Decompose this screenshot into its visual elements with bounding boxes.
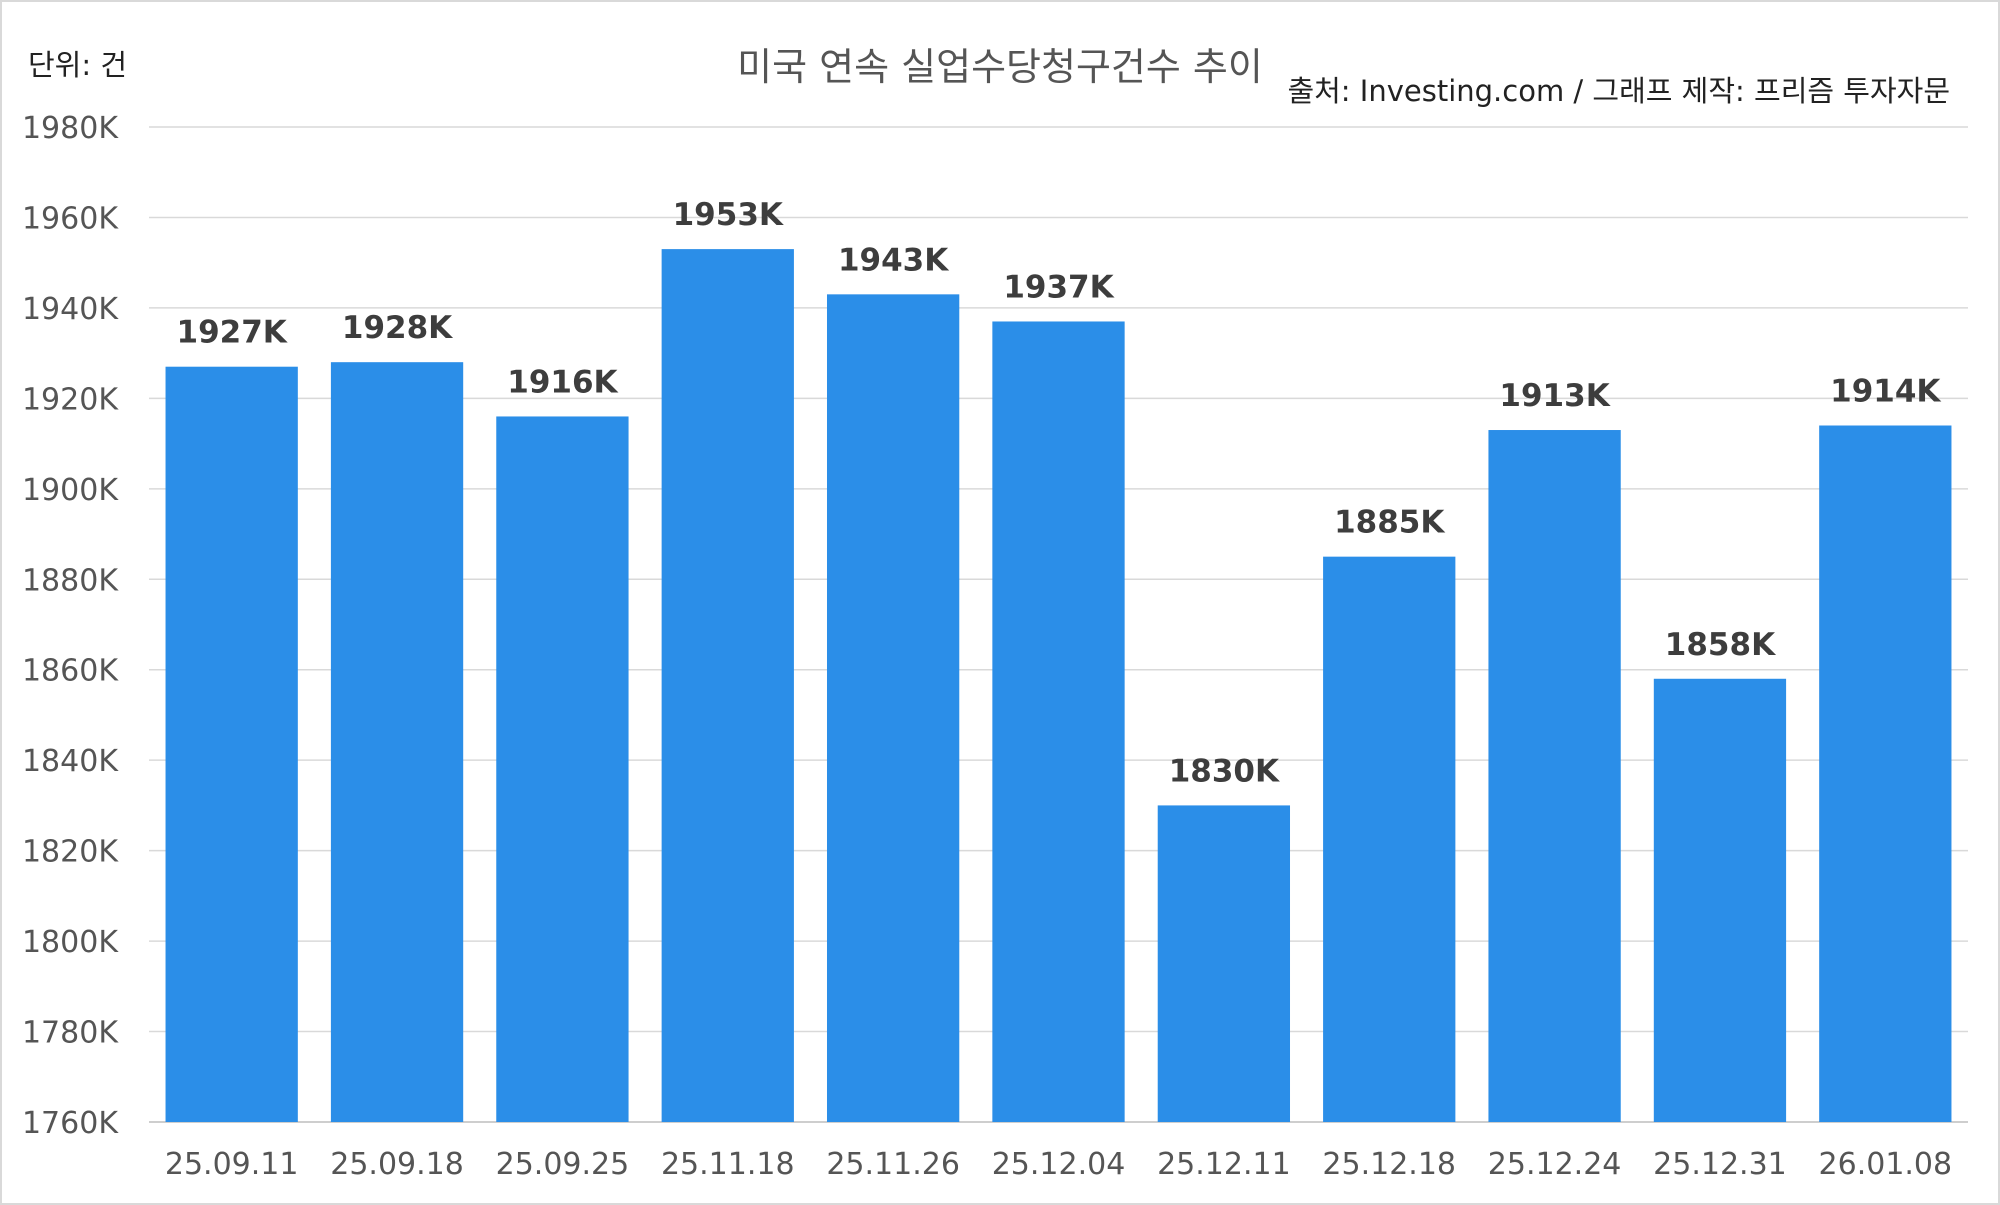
x-tick-label: 25.11.26 (826, 1147, 960, 1182)
x-axis-ticks: 25.09.11 25.09.18 25.09.25 25.11.18 25.11.26… (165, 1147, 1952, 1182)
data-label: 1916K (507, 364, 618, 400)
x-tick-label: 25.12.18 (1322, 1147, 1456, 1182)
y-axis-ticks: 1760K 1780K 1800K 1820K 1840K 1860K 1880K 1900K… (22, 111, 119, 1141)
x-tick-label: 26.01.08 (1819, 1147, 1953, 1182)
y-tick-label: 1980K (22, 111, 119, 146)
y-tick-label: 1940K (22, 292, 119, 327)
x-tick-label: 25.09.25 (496, 1147, 630, 1182)
x-tick-label: 25.09.18 (330, 1147, 464, 1182)
y-tick-label: 1960K (22, 201, 119, 236)
x-tick-label: 25.12.04 (992, 1147, 1126, 1182)
bar (826, 294, 960, 1122)
x-tick-label: 25.11.18 (661, 1147, 795, 1182)
source-label: 출처: Investing.com / 그래프 제작: 프리즘 투자자문 (1287, 74, 1950, 108)
bar (661, 249, 794, 1122)
y-tick-label: 1860K (22, 654, 119, 689)
data-label: 1913K (1499, 378, 1610, 414)
unit-label: 단위: 건 (28, 48, 128, 82)
y-tick-label: 1780K (22, 1016, 119, 1051)
data-label: 1858K (1665, 627, 1776, 663)
y-tick-label: 1900K (22, 473, 119, 508)
data-label: 1914K (1830, 374, 1941, 410)
x-tick-label: 25.12.31 (1653, 1147, 1787, 1182)
x-tick-label: 25.12.24 (1488, 1147, 1622, 1182)
chart-title: 미국 연속 실업수당청구건수 추이 (737, 45, 1263, 89)
data-label: 1928K (342, 310, 453, 346)
data-labels: 1927K 1928K 1916K 1953K 1943K 1937K 1830K 1885K… (177, 197, 1942, 789)
y-tick-label: 1800K (22, 925, 119, 960)
bar (1819, 425, 1952, 1122)
bar (330, 362, 464, 1122)
bar (1323, 556, 1456, 1122)
x-tick-label: 25.12.11 (1157, 1147, 1291, 1182)
bar (1157, 805, 1291, 1122)
y-tick-label: 1920K (22, 382, 119, 417)
y-tick-label: 1880K (22, 563, 119, 598)
bar (1653, 678, 1787, 1122)
bar (165, 366, 298, 1122)
y-tick-label: 1840K (22, 744, 119, 779)
bar (992, 321, 1125, 1122)
bar (1488, 430, 1621, 1123)
data-label: 1937K (1003, 269, 1114, 305)
bars (165, 249, 1952, 1123)
bar (496, 416, 629, 1122)
data-label: 1943K (838, 242, 949, 278)
data-label: 1953K (673, 197, 784, 233)
y-tick-label: 1820K (22, 835, 119, 870)
data-label: 1885K (1334, 505, 1445, 541)
x-tick-label: 25.09.11 (165, 1147, 299, 1182)
y-tick-label: 1760K (22, 1106, 119, 1141)
data-label: 1830K (1169, 753, 1280, 789)
data-label: 1927K (177, 315, 288, 351)
